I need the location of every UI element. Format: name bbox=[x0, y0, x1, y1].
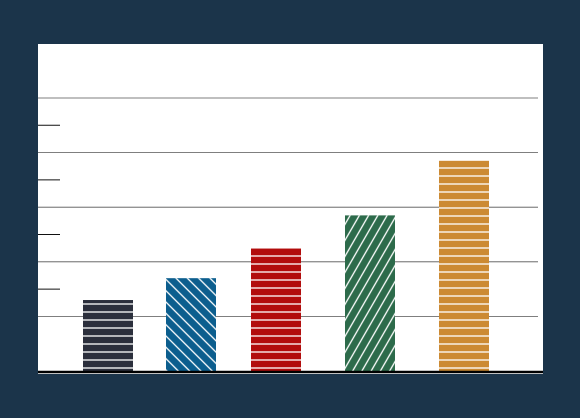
bar-1-hatch bbox=[83, 300, 133, 371]
bar-4-hatch bbox=[345, 215, 395, 371]
y-axis-ticks bbox=[38, 124, 60, 290]
bar-chart bbox=[38, 97, 543, 374]
bar-2 bbox=[166, 278, 216, 371]
bar-5-hatch bbox=[439, 160, 489, 371]
bar-3-hatch bbox=[251, 248, 301, 371]
bar-3 bbox=[251, 248, 301, 371]
bar-4 bbox=[345, 215, 395, 371]
chart-frame bbox=[38, 44, 543, 374]
bar-2-hatch bbox=[166, 278, 216, 371]
bar-1 bbox=[83, 300, 133, 371]
bar-5 bbox=[439, 160, 489, 371]
bars bbox=[83, 160, 489, 371]
